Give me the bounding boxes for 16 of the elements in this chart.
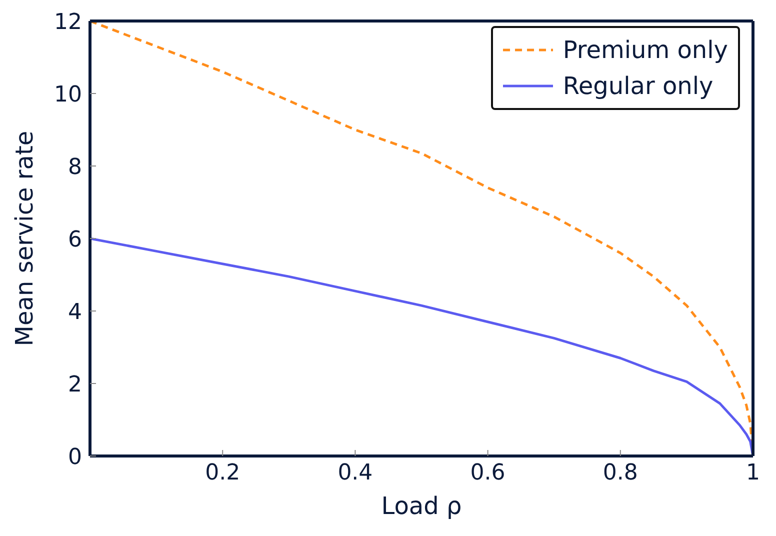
y-tick-label: 12 [54,10,82,35]
y-tick-label: 4 [68,300,82,325]
y-tick-label: 8 [68,154,82,180]
x-axis-title: Load ρ [381,492,462,520]
x-tick-label: 0.2 [205,460,240,486]
x-tick-label: 0.4 [338,460,373,486]
x-tick-label: 0.6 [470,460,506,486]
x-tick-label: 1 [746,460,760,486]
legend-label: Regular only [562,71,714,102]
y-axis-title: Mean service rate [10,130,39,346]
y-tick-label: 6 [68,227,82,252]
y-tick-label: 0 [68,444,82,470]
y-tick-label: 2 [68,372,82,398]
y-tick-label: 10 [54,82,82,108]
x-tick-label: 0.8 [602,460,638,486]
legend-label: Premium only [562,35,728,66]
